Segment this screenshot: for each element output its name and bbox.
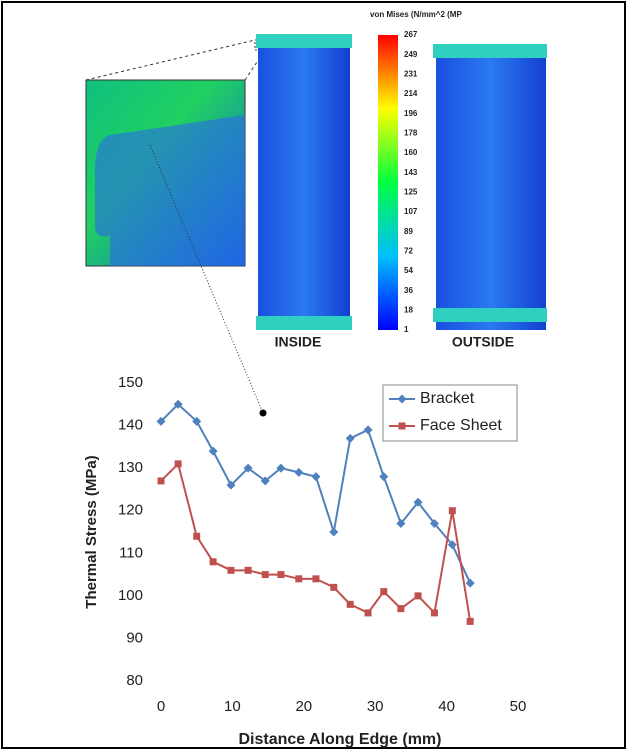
legend-label: Bracket (420, 390, 475, 407)
marker (449, 507, 456, 514)
marker (415, 592, 422, 599)
x-tick-label: 30 (367, 698, 384, 715)
marker (329, 528, 338, 537)
zoom-line (86, 40, 255, 80)
y-tick-label: 110 (119, 544, 143, 561)
marker (312, 575, 319, 582)
marker (466, 579, 475, 588)
x-tick-label: 0 (157, 698, 165, 715)
pointer-dot (260, 410, 267, 417)
y-axis-label: Thermal Stress (MPa) (83, 455, 100, 608)
colorbar-label: 214 (404, 89, 418, 98)
zoom-detail (95, 115, 245, 266)
panel-flange (256, 316, 352, 330)
x-tick-label: 40 (438, 698, 455, 715)
panel-flange (433, 308, 547, 322)
marker (294, 468, 303, 477)
marker (380, 588, 387, 595)
marker (330, 584, 337, 591)
colorbar-label: 231 (404, 69, 418, 78)
x-axis-label: Distance Along Edge (mm) (239, 731, 442, 748)
colorbar-label: 54 (404, 266, 413, 275)
legend-label: Face Sheet (420, 417, 502, 434)
x-tick-label: 20 (295, 698, 312, 715)
colorbar-label: 143 (404, 168, 418, 177)
panel-label: INSIDE (275, 334, 322, 350)
marker (365, 609, 372, 616)
marker (347, 601, 354, 608)
colorbar-label: 160 (404, 148, 418, 157)
marker (431, 609, 438, 616)
y-tick-label: 150 (118, 374, 143, 391)
marker (193, 533, 200, 540)
marker (158, 477, 165, 484)
outside-panel (436, 46, 546, 330)
panel-flange (256, 34, 352, 48)
colorbar-label: 196 (404, 109, 418, 118)
x-tick-label: 10 (224, 698, 241, 715)
series-line (161, 464, 470, 622)
colorbar (378, 35, 398, 330)
marker (399, 423, 406, 430)
y-tick-label: 130 (118, 459, 143, 476)
marker (295, 575, 302, 582)
x-tick-label: 50 (510, 698, 527, 715)
colorbar-label: 72 (404, 246, 413, 255)
marker (175, 460, 182, 467)
colorbar-label: 36 (404, 286, 413, 295)
marker (262, 571, 269, 578)
colorbar-title: von Mises (N/mm^2 (MP (370, 10, 462, 19)
marker (397, 605, 404, 612)
colorbar-label: 1 (404, 325, 409, 334)
colorbar-label: 89 (404, 227, 413, 236)
colorbar-label: 249 (404, 50, 418, 59)
y-tick-label: 100 (118, 587, 143, 604)
marker (277, 571, 284, 578)
marker (245, 567, 252, 574)
colorbar-label: 178 (404, 128, 418, 137)
colorbar-label: 107 (404, 207, 418, 216)
marker (379, 472, 388, 481)
marker (311, 472, 320, 481)
y-tick-label: 140 (118, 417, 143, 434)
colorbar-label: 267 (404, 30, 418, 39)
colorbar-label: 18 (404, 305, 413, 314)
marker (346, 434, 355, 443)
marker (364, 425, 373, 434)
marker (210, 558, 217, 565)
y-tick-label: 80 (126, 672, 143, 689)
marker (209, 447, 218, 456)
panel-label: OUTSIDE (452, 334, 514, 350)
panel-flange (433, 44, 547, 58)
y-tick-label: 120 (118, 502, 143, 519)
marker (227, 567, 234, 574)
marker (467, 618, 474, 625)
y-tick-label: 90 (126, 629, 143, 646)
colorbar-label: 125 (404, 187, 418, 196)
inside-panel (258, 38, 350, 328)
figure: INSIDE OUTSIDE von Mises (N/mm^2 (MP Dis… (0, 0, 627, 750)
